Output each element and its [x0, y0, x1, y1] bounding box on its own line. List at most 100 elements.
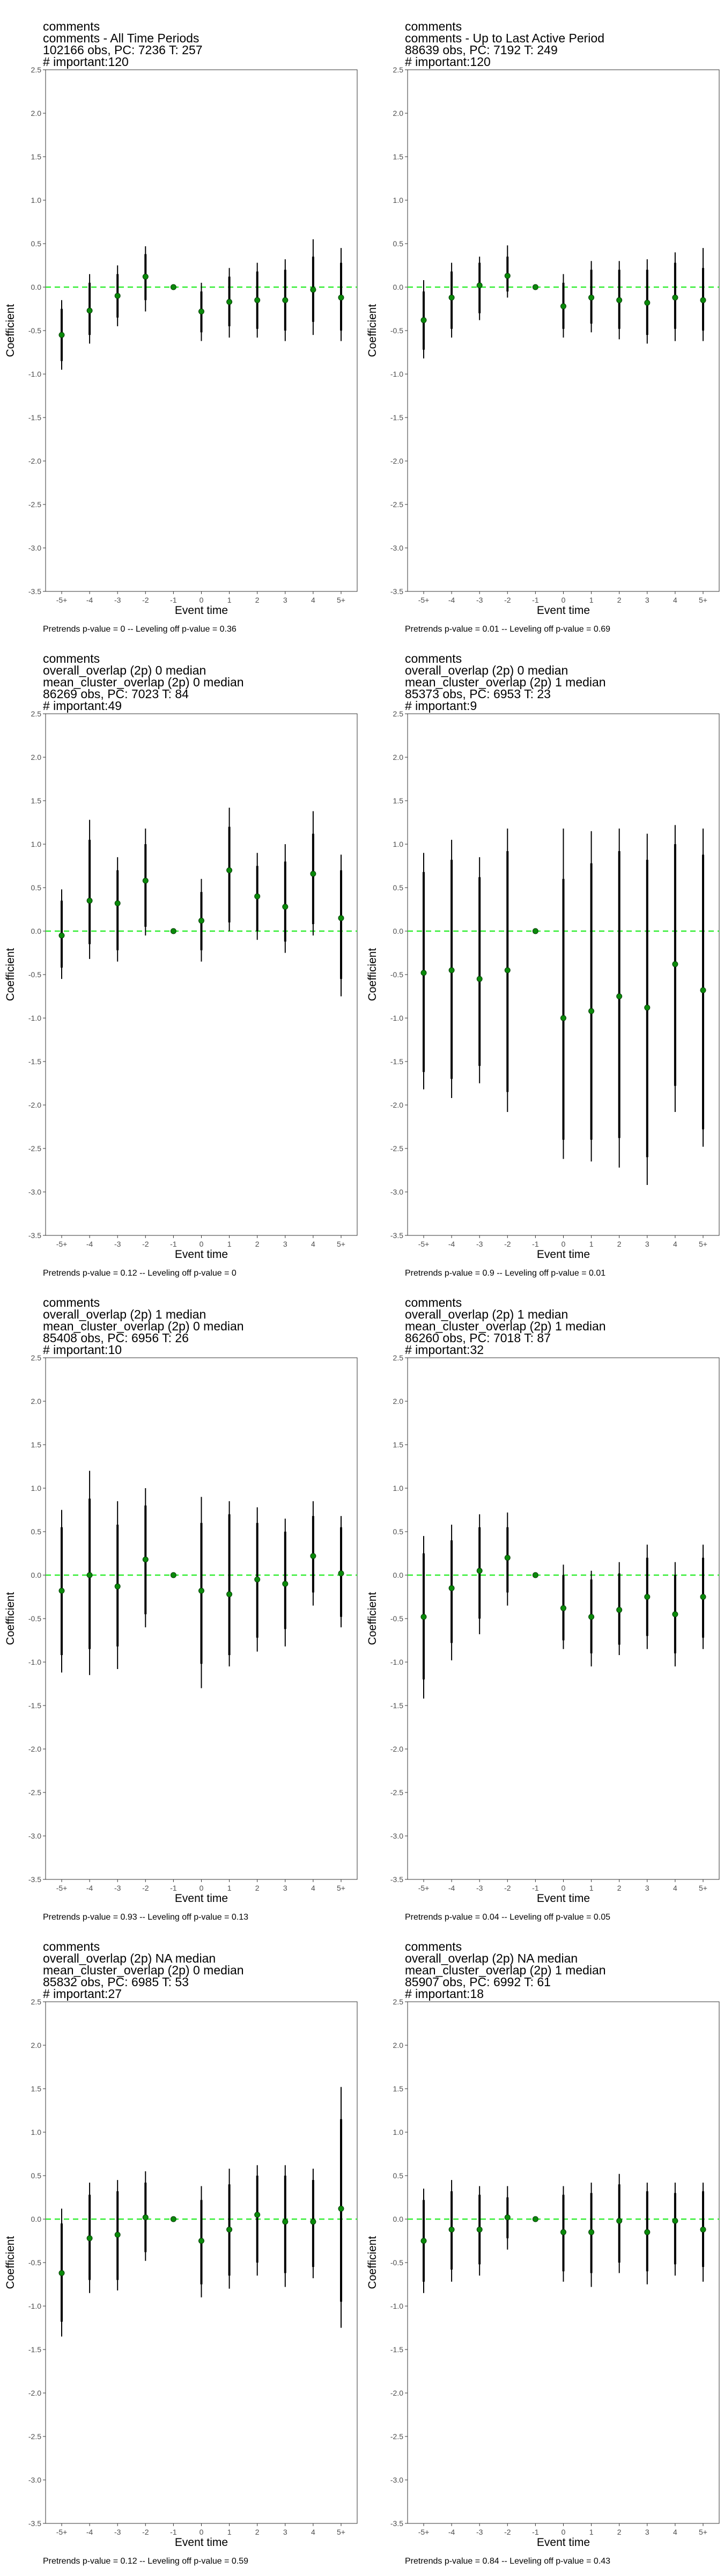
- y-tick-label: -3.0: [28, 544, 41, 552]
- x-tick-label: 5+: [337, 1240, 345, 1248]
- x-tick-label: 2: [255, 2528, 260, 2536]
- x-tick-label: -4: [448, 596, 455, 604]
- coefficient-point: [282, 904, 289, 910]
- pvalue-footer: Pretrends p-value = 0.93 -- Leveling off…: [43, 1913, 249, 1922]
- y-tick-label: -1.0: [390, 1658, 403, 1666]
- title-line: 85408 obs, PC: 6956 T: 26: [43, 1331, 189, 1345]
- title-line: mean_cluster_overlap (2p) 1 median: [405, 675, 606, 689]
- event-study-plot: 2.5 2.0 1.5 1.0 0.5 0.0 -0.5 -1.0 -1.5 -2.0 -2.5 -3…: [366, 709, 720, 1261]
- y-tick-label: 1.0: [393, 196, 404, 204]
- x-tick-label: -2: [504, 596, 511, 604]
- title-line: # important:9: [405, 699, 477, 713]
- coefficient-point: [254, 2212, 261, 2218]
- y-tick-label: -1.0: [390, 2302, 403, 2310]
- coefficient-point: [114, 1583, 121, 1590]
- y-tick-label: -2.0: [28, 2389, 41, 2397]
- y-tick-label: 1.0: [393, 840, 404, 848]
- x-tick-label: 3: [645, 596, 649, 604]
- y-tick-label: -3.0: [28, 2476, 41, 2484]
- title-line: overall_overlap (2p) 0 median: [405, 663, 568, 677]
- x-tick-label: -5+: [56, 1884, 68, 1892]
- x-tick-label: -1: [170, 1240, 177, 1248]
- y-tick-label: -2.5: [28, 1788, 41, 1797]
- event-study-panel: comments comments - All Time Periods 10216…: [0, 0, 362, 644]
- coefficient-point: [588, 294, 595, 301]
- x-tick-label: -1: [532, 1240, 539, 1248]
- x-tick-label: -3: [114, 2528, 121, 2536]
- x-tick-label: 0: [562, 2528, 566, 2536]
- x-tick-label: 5+: [337, 1884, 345, 1892]
- x-axis-label: Event time: [175, 1248, 228, 1261]
- x-tick-label: -5+: [56, 2528, 68, 2536]
- title-line: comments: [405, 1296, 462, 1309]
- coefficient-point: [420, 317, 427, 324]
- x-tick-label: -1: [532, 2528, 539, 2536]
- y-tick-label: -1.5: [390, 413, 403, 422]
- coefficient-point: [142, 274, 149, 280]
- title-line: comments: [405, 1940, 462, 1953]
- coefficient-point: [672, 2218, 678, 2224]
- coefficient-point: [476, 1568, 483, 1574]
- coefficient-point: [198, 2238, 204, 2244]
- title-line: overall_overlap (2p) 1 median: [405, 1307, 568, 1321]
- pvalue-footer: Pretrends p-value = 0.84 -- Leveling off…: [405, 2557, 611, 2566]
- y-tick-label: -1.0: [28, 370, 41, 378]
- coefficient-point: [254, 893, 261, 899]
- y-tick-label: -1.0: [28, 1014, 41, 1022]
- coefficient-point: [226, 299, 233, 305]
- title-line: mean_cluster_overlap (2p) 1 median: [405, 1963, 606, 1977]
- x-tick-label: -1: [170, 1884, 177, 1892]
- x-tick-label: -2: [504, 1240, 511, 1248]
- x-axis-label: Event time: [175, 604, 228, 617]
- x-tick-label: -3: [476, 1240, 483, 1248]
- coefficient-point: [86, 897, 93, 904]
- plot-border: [45, 713, 358, 1236]
- event-study-panel: comments comments - Up to Last Active Per…: [362, 0, 724, 644]
- pvalue-footer: Pretrends p-value = 0.04 -- Leveling off…: [405, 1913, 611, 1922]
- title-line: # important:49: [43, 699, 122, 713]
- coefficient-point: [170, 928, 176, 934]
- x-tick-label: 0: [562, 1884, 566, 1892]
- title-line: 102166 obs, PC: 7236 T: 257: [43, 43, 203, 57]
- coefficient-point: [170, 284, 176, 290]
- x-tick-label: 0: [562, 596, 566, 604]
- x-tick-label: -4: [448, 1240, 455, 1248]
- x-tick-label: 1: [589, 1884, 594, 1892]
- coefficient-point: [616, 1607, 623, 1613]
- y-tick-label: 2.5: [393, 709, 404, 718]
- x-tick-label: -3: [114, 1240, 121, 1248]
- y-axis-label: Coefficient: [366, 2236, 379, 2289]
- x-tick-label: 4: [311, 596, 315, 604]
- y-tick-label: -2.5: [28, 2432, 41, 2441]
- x-tick-label: -2: [142, 1884, 149, 1892]
- x-tick-label: -5+: [56, 1240, 68, 1248]
- y-tick-label: -0.5: [28, 970, 41, 979]
- panel-title: comments overall_overlap (2p) 1 median mea…: [43, 1297, 244, 1356]
- coefficient-point: [58, 932, 65, 939]
- x-tick-label: -3: [114, 1884, 121, 1892]
- coefficient-point: [254, 1576, 261, 1583]
- x-tick-label: 1: [227, 2528, 232, 2536]
- y-axis-label: Coefficient: [4, 2236, 17, 2289]
- x-tick-label: 5+: [699, 2528, 707, 2536]
- x-tick-label: 5+: [699, 1240, 707, 1248]
- y-tick-label: -3.5: [28, 1875, 41, 1884]
- x-tick-label: 1: [227, 1240, 232, 1248]
- y-tick-label: -2.5: [390, 500, 403, 509]
- coefficient-point: [226, 1591, 233, 1598]
- y-tick-label: -0.5: [390, 970, 403, 979]
- coefficient-point: [532, 928, 538, 934]
- coefficient-point: [448, 1585, 455, 1591]
- x-tick-label: -2: [504, 2528, 511, 2536]
- title-line: # important:120: [43, 55, 129, 69]
- panel-title: comments comments - All Time Periods 10216…: [43, 20, 203, 68]
- coefficient-point: [616, 297, 623, 303]
- y-tick-label: -3.5: [390, 1875, 403, 1884]
- y-tick-label: -0.5: [28, 326, 41, 335]
- title-line: mean_cluster_overlap (2p) 0 median: [43, 1963, 244, 1977]
- coefficient-point: [672, 294, 678, 301]
- coefficient-point: [170, 2216, 176, 2222]
- x-tick-label: 4: [673, 1884, 677, 1892]
- coefficient-point: [700, 1594, 706, 1600]
- coefficient-point: [142, 2214, 149, 2221]
